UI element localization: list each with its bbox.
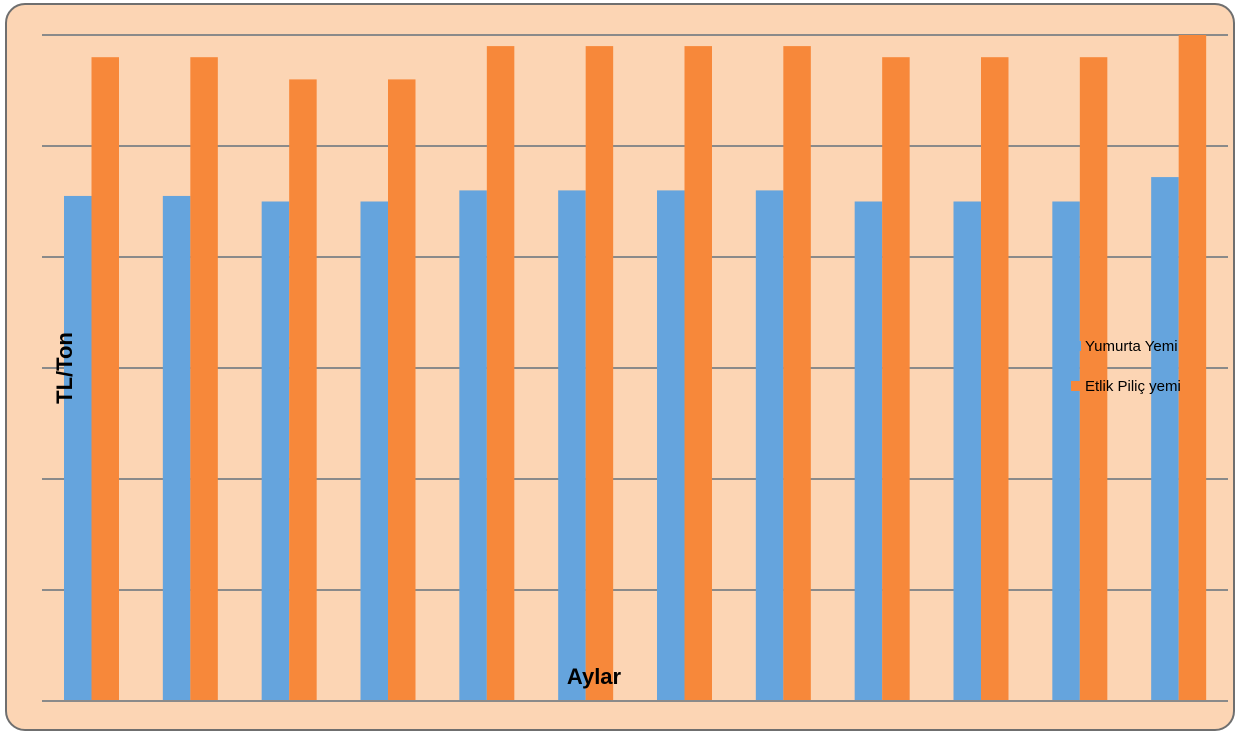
bar-yumurta-yemi-10 <box>953 201 981 701</box>
bar-etlik-pilic-yemi-4 <box>388 79 416 701</box>
bars <box>64 35 1207 702</box>
bar-etlik-pilic-yemi-8 <box>783 46 811 702</box>
bar-yumurta-yemi-11 <box>1052 201 1080 701</box>
bar-yumurta-yemi-12 <box>1151 177 1179 701</box>
y-axis-title: TL/Ton <box>52 332 77 404</box>
gridlines <box>42 34 1228 591</box>
bar-etlik-pilic-yemi-3 <box>289 79 317 701</box>
bar-yumurta-yemi-4 <box>360 201 388 701</box>
bar-etlik-pilic-yemi-7 <box>684 46 712 702</box>
bar-yumurta-yemi-3 <box>261 201 290 701</box>
bar-etlik-pilic-yemi-9 <box>882 57 910 701</box>
bar-yumurta-yemi-1 <box>64 195 92 701</box>
bar-etlik-pilic-yemi-5 <box>486 46 515 702</box>
bar-etlik-pilic-yemi-10 <box>981 57 1009 701</box>
legend-swatch-etlik-pilic-yemi <box>1071 381 1081 391</box>
bar-yumurta-yemi-2 <box>162 195 191 701</box>
bar-etlik-pilic-yemi-11 <box>1079 57 1108 701</box>
legend-label-yumurta-yemi: Yumurta Yemi <box>1085 338 1178 355</box>
legend-swatch-yumurta-yemi <box>1071 341 1081 351</box>
bar-yumurta-yemi-7 <box>657 190 685 701</box>
bar-yumurta-yemi-9 <box>854 201 883 701</box>
bar-etlik-pilic-yemi-1 <box>91 57 119 701</box>
legend: Yumurta Yemi Etlik Piliç yemi <box>1071 338 1181 395</box>
legend-label-etlik-pilic-yemi: Etlik Piliç yemi <box>1085 378 1181 395</box>
bar-etlik-pilic-yemi-12 <box>1178 35 1207 701</box>
bar-yumurta-yemi-8 <box>755 190 784 701</box>
bar-yumurta-yemi-5 <box>459 190 487 701</box>
bar-etlik-pilic-yemi-2 <box>190 57 218 701</box>
bar-etlik-pilic-yemi-6 <box>585 46 614 702</box>
x-axis-title: Aylar <box>567 664 622 689</box>
bar-yumurta-yemi-6 <box>558 190 586 701</box>
